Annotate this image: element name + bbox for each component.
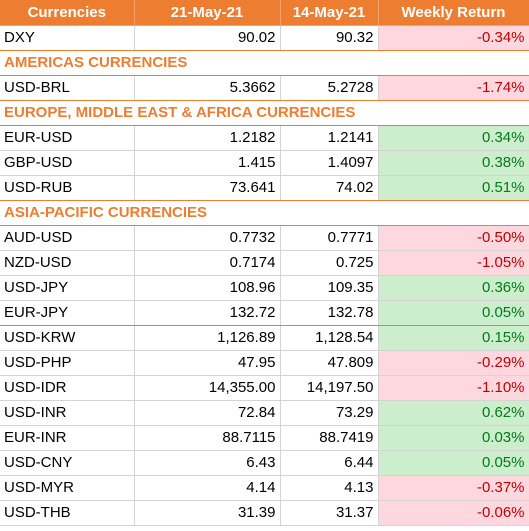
- weekly-return-value: 0.05%: [378, 450, 529, 476]
- weekly-return-value: 0.05%: [378, 300, 529, 326]
- weekly-return-value: -0.34%: [378, 25, 529, 51]
- header-weekly-return: Weekly Return: [378, 0, 529, 26]
- table-row: USD-RUB 73.641 74.02 0.51%: [0, 175, 529, 201]
- value-21-may: 1.2182: [134, 125, 281, 151]
- value-14-may: 5.2728: [280, 75, 379, 101]
- table-row: AUD-USD 0.7732 0.7771 -0.50%: [0, 225, 529, 251]
- value-14-may: 4.13: [280, 475, 379, 501]
- table-row: EUR-JPY 132.72 132.78 0.05%: [0, 300, 529, 326]
- value-14-may: 1,128.54: [280, 325, 379, 351]
- currency-name: USD-RUB: [0, 175, 135, 201]
- value-14-may: 14,197.50: [280, 375, 379, 401]
- weekly-return-value: -0.29%: [378, 350, 529, 376]
- header-date-2: 14-May-21: [280, 0, 379, 26]
- currency-name: EUR-INR: [0, 425, 135, 451]
- section-title: EUROPE, MIDDLE EAST & AFRICA CURRENCIES: [0, 100, 529, 126]
- value-21-may: 31.39: [134, 500, 281, 526]
- weekly-return-value: 0.34%: [378, 125, 529, 151]
- value-14-may: 0.725: [280, 250, 379, 276]
- currency-name: USD-THB: [0, 500, 135, 526]
- currency-name: NZD-USD: [0, 250, 135, 276]
- value-14-may: 6.44: [280, 450, 379, 476]
- currency-name: USD-MYR: [0, 475, 135, 501]
- table-row: USD-THB 31.39 31.37 -0.06%: [0, 500, 529, 526]
- currency-name: DXY: [0, 25, 135, 51]
- weekly-return-value: -0.50%: [378, 225, 529, 251]
- value-21-may: 5.3662: [134, 75, 281, 101]
- value-14-may: 47.809: [280, 350, 379, 376]
- header-date-1: 21-May-21: [134, 0, 281, 26]
- value-14-may: 90.32: [280, 25, 379, 51]
- table-row: USD-PHP 47.95 47.809 -0.29%: [0, 350, 529, 376]
- value-21-may: 72.84: [134, 400, 281, 426]
- value-21-may: 0.7732: [134, 225, 281, 251]
- section-title: ASIA-PACIFIC CURRENCIES: [0, 200, 529, 226]
- weekly-return-value: 0.15%: [378, 325, 529, 351]
- section-header-americas: AMERICAS CURRENCIES: [0, 50, 529, 76]
- value-14-may: 109.35: [280, 275, 379, 301]
- value-21-may: 4.14: [134, 475, 281, 501]
- table-row: DXY 90.02 90.32 -0.34%: [0, 25, 529, 51]
- value-14-may: 88.7419: [280, 425, 379, 451]
- table-row: NZD-USD 0.7174 0.725 -1.05%: [0, 250, 529, 276]
- value-21-may: 1.415: [134, 150, 281, 176]
- header-currencies: Currencies: [0, 0, 135, 26]
- table-row: USD-MYR 4.14 4.13 -0.37%: [0, 475, 529, 501]
- currency-name: EUR-JPY: [0, 300, 135, 326]
- weekly-return-value: -1.05%: [378, 250, 529, 276]
- table-row: EUR-INR 88.7115 88.7419 0.03%: [0, 425, 529, 451]
- weekly-return-value: 0.51%: [378, 175, 529, 201]
- weekly-return-value: -1.10%: [378, 375, 529, 401]
- weekly-return-value: 0.38%: [378, 150, 529, 176]
- value-21-may: 90.02: [134, 25, 281, 51]
- table-row: USD-INR 72.84 73.29 0.62%: [0, 400, 529, 426]
- weekly-return-value: 0.62%: [378, 400, 529, 426]
- value-14-may: 31.37: [280, 500, 379, 526]
- value-21-may: 88.7115: [134, 425, 281, 451]
- value-21-may: 6.43: [134, 450, 281, 476]
- currency-name: USD-JPY: [0, 275, 135, 301]
- table-row: EUR-USD 1.2182 1.2141 0.34%: [0, 125, 529, 151]
- value-21-may: 132.72: [134, 300, 281, 326]
- section-title: AMERICAS CURRENCIES: [0, 50, 529, 76]
- currency-name: AUD-USD: [0, 225, 135, 251]
- currency-name: USD-INR: [0, 400, 135, 426]
- currency-name: USD-BRL: [0, 75, 135, 101]
- table-row: USD-JPY 108.96 109.35 0.36%: [0, 275, 529, 301]
- value-21-may: 73.641: [134, 175, 281, 201]
- value-14-may: 132.78: [280, 300, 379, 326]
- value-21-may: 14,355.00: [134, 375, 281, 401]
- weekly-return-value: -0.06%: [378, 500, 529, 526]
- currency-name: USD-KRW: [0, 325, 135, 351]
- weekly-return-value: 0.36%: [378, 275, 529, 301]
- currency-name: USD-CNY: [0, 450, 135, 476]
- currency-name: USD-IDR: [0, 375, 135, 401]
- table-row: USD-CNY 6.43 6.44 0.05%: [0, 450, 529, 476]
- value-21-may: 1,126.89: [134, 325, 281, 351]
- table-row: USD-KRW 1,126.89 1,128.54 0.15%: [0, 325, 529, 351]
- table-row: USD-IDR 14,355.00 14,197.50 -1.10%: [0, 375, 529, 401]
- value-21-may: 0.7174: [134, 250, 281, 276]
- value-21-may: 108.96: [134, 275, 281, 301]
- header-row: Currencies 21-May-21 14-May-21 Weekly Re…: [0, 0, 529, 26]
- currency-name: GBP-USD: [0, 150, 135, 176]
- table-row: GBP-USD 1.415 1.4097 0.38%: [0, 150, 529, 176]
- weekly-return-value: 0.03%: [378, 425, 529, 451]
- value-21-may: 47.95: [134, 350, 281, 376]
- section-header-emea: EUROPE, MIDDLE EAST & AFRICA CURRENCIES: [0, 100, 529, 126]
- weekly-return-value: -1.74%: [378, 75, 529, 101]
- value-14-may: 1.4097: [280, 150, 379, 176]
- value-14-may: 1.2141: [280, 125, 379, 151]
- currency-name: EUR-USD: [0, 125, 135, 151]
- currency-name: USD-PHP: [0, 350, 135, 376]
- weekly-return-value: -0.37%: [378, 475, 529, 501]
- value-14-may: 73.29: [280, 400, 379, 426]
- value-14-may: 0.7771: [280, 225, 379, 251]
- table-row: USD-BRL 5.3662 5.2728 -1.74%: [0, 75, 529, 101]
- section-header-apac: ASIA-PACIFIC CURRENCIES: [0, 200, 529, 226]
- value-14-may: 74.02: [280, 175, 379, 201]
